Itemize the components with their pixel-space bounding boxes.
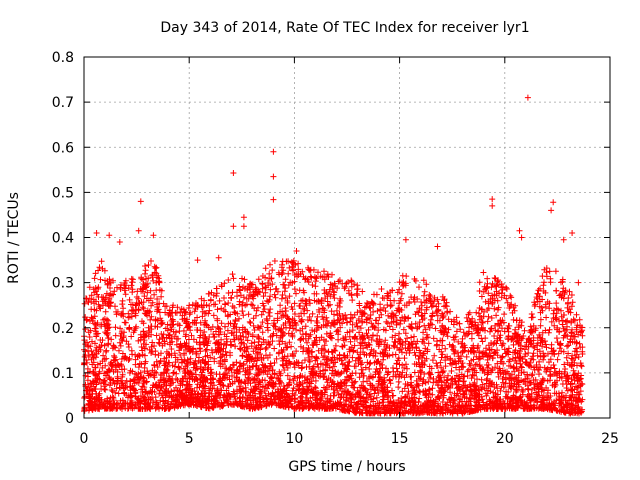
x-tick-label: 5 (185, 431, 194, 447)
axis-ticks: 0 0.1 0.2 0.3 0.4 0.5 0.6 0.7 0.8 0 5 10 15 20 25 (52, 50, 619, 447)
y-tick-label: 0.1 (52, 366, 74, 382)
grid-lines (84, 57, 610, 418)
y-axis-label: ROTI / TECUs (6, 192, 22, 284)
x-tick-label: 20 (496, 431, 514, 447)
x-tick-label: 25 (601, 431, 619, 447)
scatter-points (81, 94, 586, 417)
x-axis-label: GPS time / hours (288, 459, 405, 475)
y-tick-label: 0.8 (52, 50, 74, 66)
y-tick-label: 0.6 (52, 140, 74, 156)
scatter-marks (81, 94, 586, 417)
y-tick-label: 0 (65, 411, 74, 427)
chart-title: Day 343 of 2014, Rate Of TEC Index for r… (160, 20, 529, 36)
y-tick-label: 0.3 (52, 276, 74, 292)
x-tick-label: 0 (80, 431, 89, 447)
x-tick-label: 10 (285, 431, 303, 447)
y-tick-label: 0.7 (52, 95, 74, 111)
x-tick-label: 15 (391, 431, 409, 447)
y-tick-label: 0.2 (52, 321, 74, 337)
y-tick-label: 0.5 (52, 185, 74, 201)
plot-frame (83, 56, 611, 419)
y-tick-label: 0.4 (52, 231, 74, 247)
